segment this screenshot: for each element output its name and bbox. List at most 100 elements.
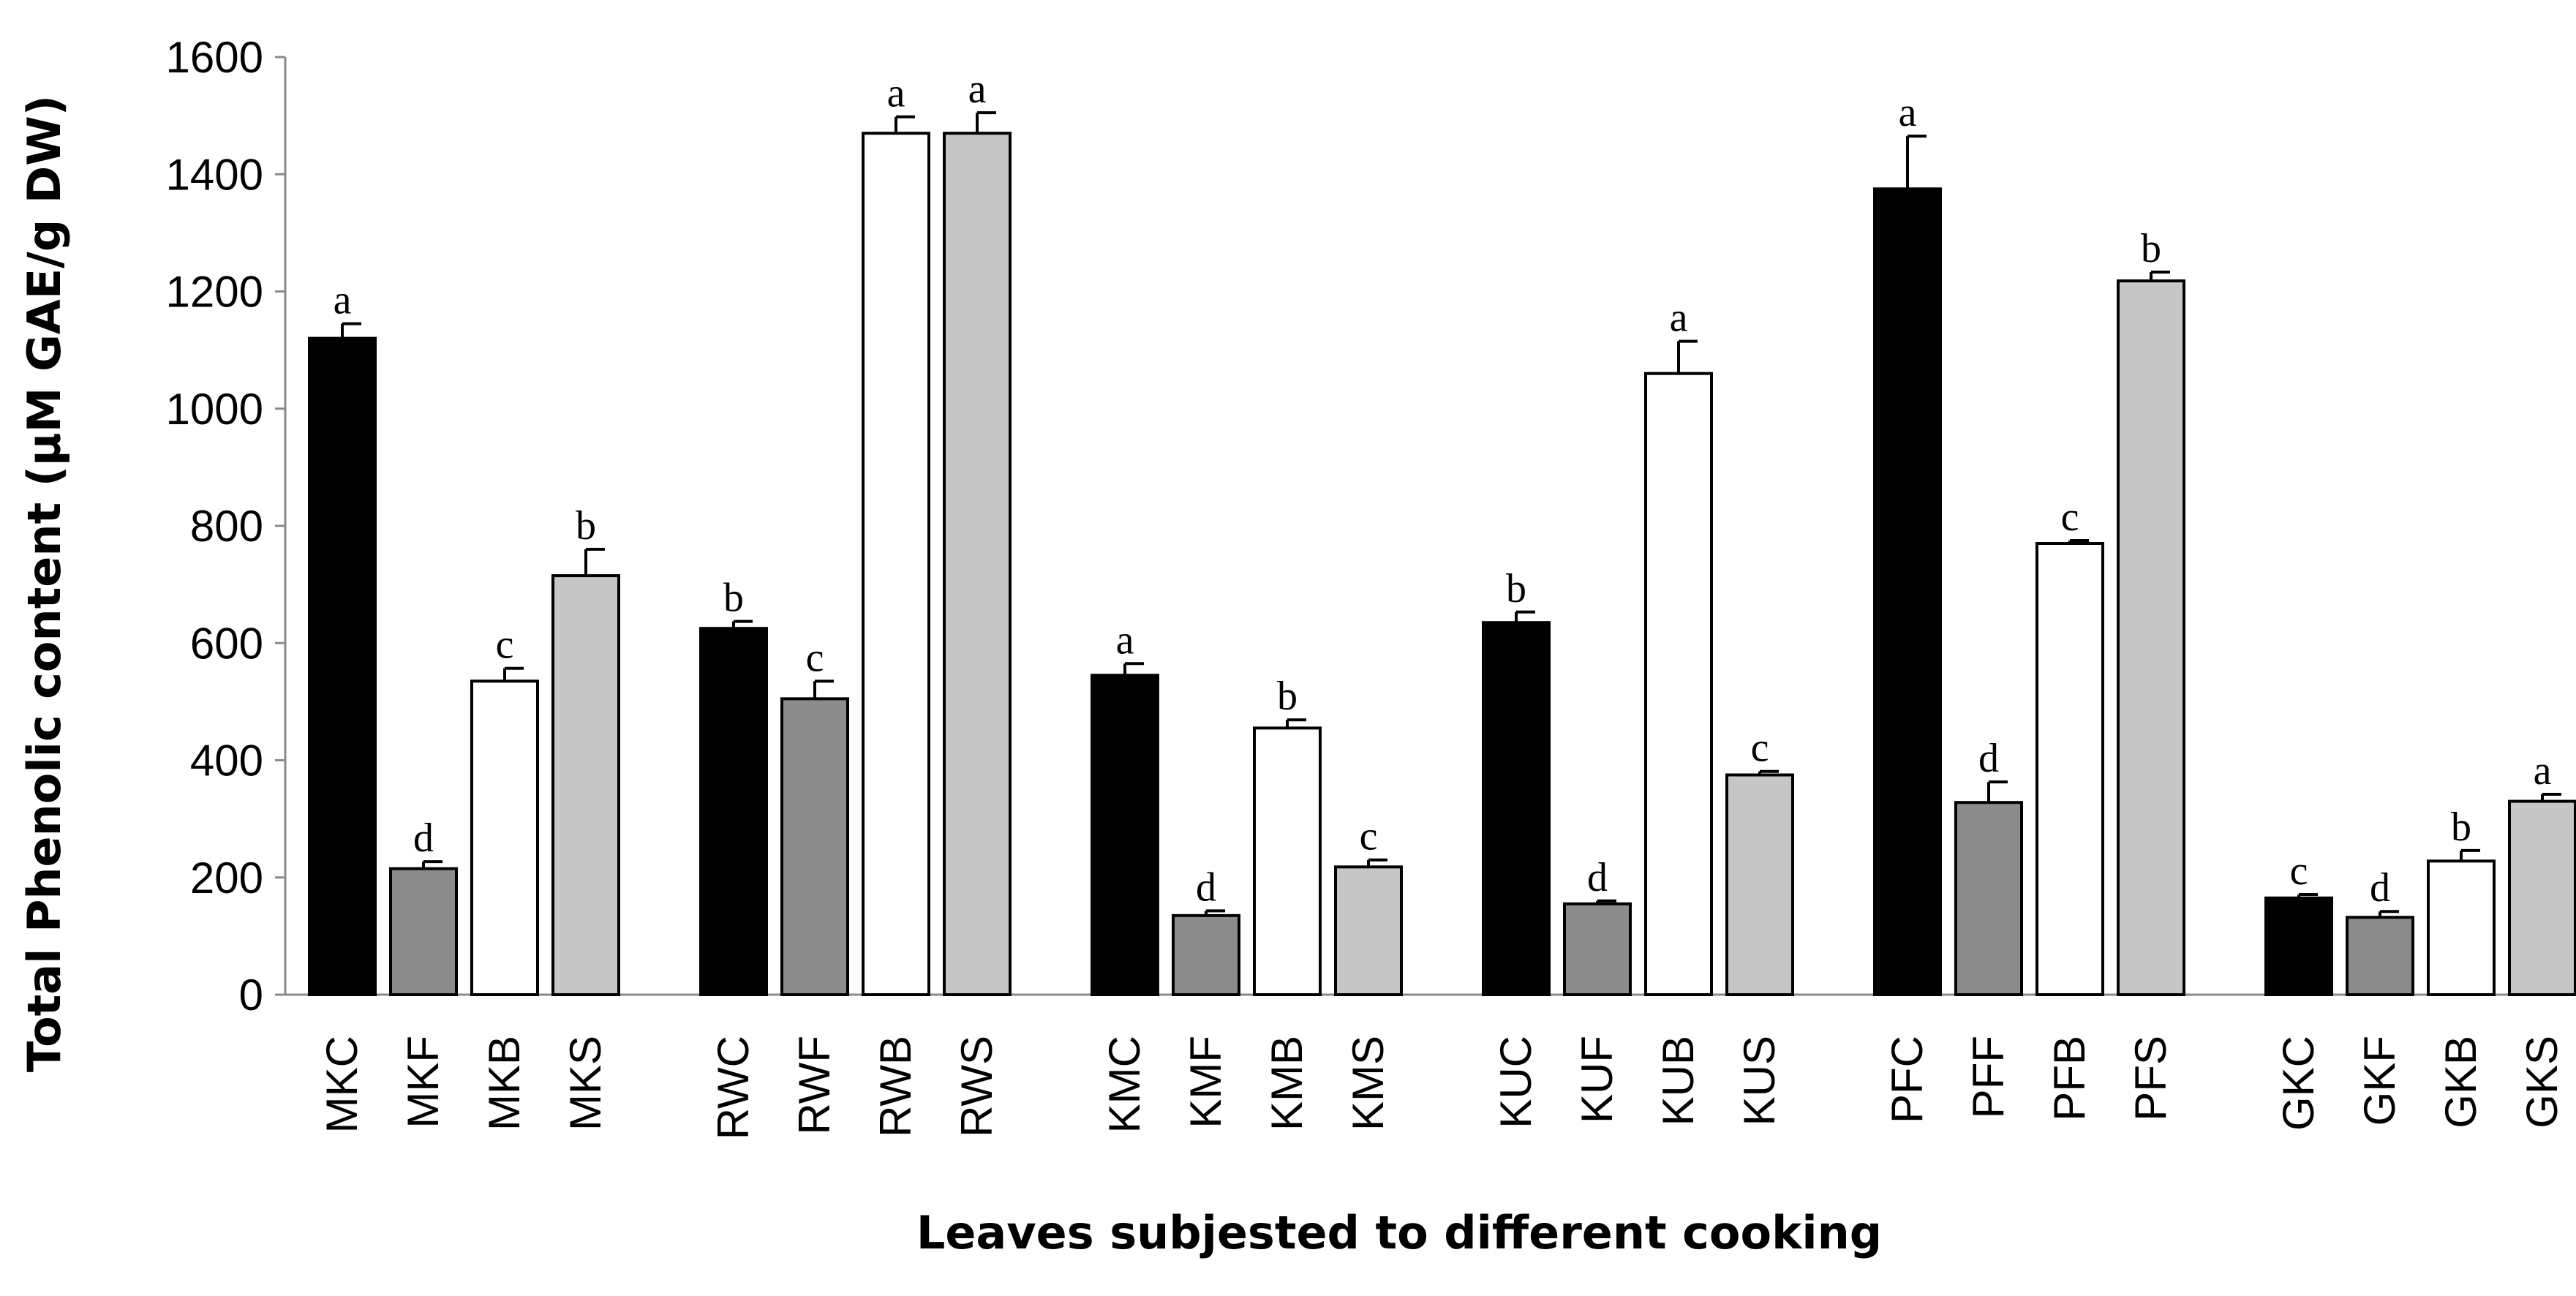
bar-kmb <box>1253 726 1322 997</box>
category-label-gkf: GKF <box>2355 1036 2404 1126</box>
category-label-mks: MKS <box>561 1036 610 1131</box>
error-bar-rwc <box>732 619 753 629</box>
category-label-kuc: KUC <box>1491 1036 1540 1129</box>
y-tick-label: 1000 <box>166 385 263 434</box>
significance-letter-mkb: c <box>496 622 514 668</box>
bar-gkb <box>2427 859 2496 996</box>
bar-kub <box>1644 372 1713 996</box>
bar-kms <box>1334 865 1403 997</box>
y-tick-label: 800 <box>190 502 263 551</box>
bar-mkc <box>308 336 377 997</box>
significance-letter-mkc: a <box>334 278 352 323</box>
error-bar-rwb <box>895 115 915 134</box>
bar-kmc <box>1091 674 1159 996</box>
bar-mks <box>551 574 620 996</box>
error-bar-kus <box>1758 769 1779 775</box>
y-axis-title: Total Phenolic content (µM GAE/g DW) <box>18 95 71 1072</box>
category-label-pfb: PFB <box>2045 1036 2094 1121</box>
bar-kus <box>1725 773 1794 996</box>
significance-letter-gkb: b <box>2451 805 2471 850</box>
category-label-kms: KMS <box>1344 1036 1393 1131</box>
bar-kuc <box>1482 621 1551 996</box>
category-label-kuf: KUF <box>1573 1036 1622 1123</box>
significance-letter-kuf: d <box>1587 855 1608 900</box>
significance-letter-kus: c <box>1751 726 1769 771</box>
category-label-mkf: MKF <box>399 1036 448 1129</box>
category-labels: MKC MKF MKB MKS RWC RWF RWB RWS KMC KMF KMB KMS KUC K… <box>317 1036 2566 1139</box>
category-label-rws: RWS <box>952 1036 1001 1137</box>
significance-letter-kmf: d <box>1196 864 1216 910</box>
y-tick-label: 200 <box>190 854 263 903</box>
significance-letter-kuc: b <box>1506 566 1526 611</box>
error-bar-kub <box>1677 339 1698 374</box>
significance-letters: a d c b b c a a a d b c b d a c a d c b c d b a <box>334 67 2552 911</box>
bar-kmf <box>1172 913 1240 997</box>
significance-letter-pfb: c <box>2061 494 2079 540</box>
bar-rwc <box>699 627 768 996</box>
bar-kuf <box>1563 902 1632 997</box>
significance-letter-kmb: b <box>1277 674 1298 719</box>
bar-gks <box>2508 799 2576 997</box>
bar-mkf <box>389 867 458 996</box>
bar-gkf <box>2346 916 2414 996</box>
category-label-gkb: GKB <box>2436 1036 2485 1129</box>
y-axis: 0 200 400 600 800 1000 1200 1400 1600 <box>166 33 287 1020</box>
category-label-kub: KUB <box>1654 1036 1703 1126</box>
error-bar-kms <box>1367 858 1387 867</box>
error-bar-kuf <box>1596 899 1616 904</box>
y-tick-label: 400 <box>190 736 263 785</box>
error-bar-gkc <box>2297 892 2318 898</box>
significance-letter-rws: a <box>968 67 987 112</box>
category-label-kmc: KMC <box>1100 1036 1149 1133</box>
bar-pfc <box>1873 187 1942 996</box>
significance-letter-rwf: c <box>806 635 824 680</box>
category-label-gkc: GKC <box>2274 1036 2323 1131</box>
significance-letter-gkc: c <box>2290 848 2308 894</box>
y-tick-label: 1200 <box>166 268 263 317</box>
category-label-mkb: MKB <box>480 1036 529 1131</box>
error-bar-kmf <box>1205 909 1225 916</box>
category-label-rwf: RWF <box>790 1036 839 1135</box>
category-label-kus: KUS <box>1735 1036 1784 1126</box>
category-label-rwb: RWB <box>871 1036 920 1137</box>
category-label-kmb: KMB <box>1262 1036 1311 1131</box>
bars <box>308 132 2576 997</box>
y-tick-label: 1400 <box>166 150 263 199</box>
error-bar-mkb <box>503 666 524 682</box>
error-bar-pff <box>1987 780 2008 803</box>
y-tick-label: 600 <box>190 619 263 668</box>
error-bar-mkf <box>422 860 442 869</box>
error-bar-pfc <box>1906 135 1927 189</box>
y-tick-label: 1600 <box>166 33 263 82</box>
category-label-pff: PFF <box>1964 1036 2013 1118</box>
error-bar-kmc <box>1123 662 1144 676</box>
significance-letter-pfc: a <box>1899 90 1917 135</box>
bar-mkb <box>470 679 539 996</box>
error-bar-mks <box>584 548 605 576</box>
bar-rwf <box>780 697 849 997</box>
bar-pfb <box>2035 542 2104 996</box>
category-label-rwc: RWC <box>709 1036 758 1139</box>
bar-pff <box>1954 801 2023 996</box>
significance-letter-pff: d <box>1978 736 1999 781</box>
error-bar-gkb <box>2460 848 2480 862</box>
significance-letter-gks: a <box>2534 748 2552 794</box>
significance-letter-pfs: b <box>2141 226 2161 271</box>
error-bar-rwf <box>813 679 834 699</box>
error-bar-kuc <box>1515 610 1535 623</box>
bar-gkc <box>2264 896 2333 996</box>
error-bar-mkc <box>341 322 361 339</box>
significance-letter-kms: c <box>1360 814 1378 859</box>
category-label-mkc: MKC <box>317 1036 366 1133</box>
error-bars <box>341 111 2561 918</box>
y-tick-label: 0 <box>239 971 263 1020</box>
bar-rws <box>943 132 1012 997</box>
significance-letter-kub: a <box>1670 295 1688 341</box>
significance-letter-mks: b <box>576 503 596 549</box>
category-label-pfs: PFS <box>2126 1036 2175 1121</box>
significance-letter-mkf: d <box>413 815 434 861</box>
error-bar-kmb <box>1286 718 1306 728</box>
bar-rwb <box>862 132 930 997</box>
error-bar-gkf <box>2379 910 2399 918</box>
